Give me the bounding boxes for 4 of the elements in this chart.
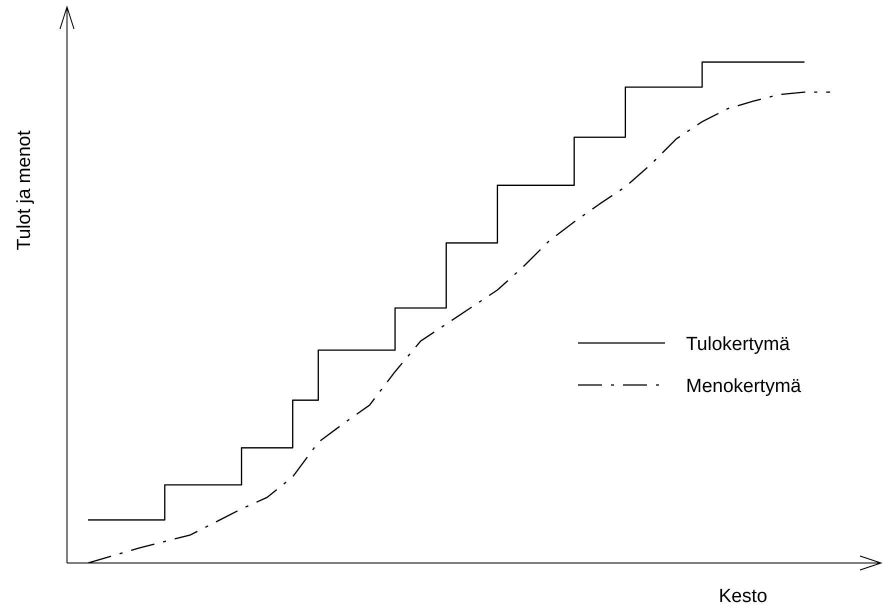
x-axis-title: Kesto <box>718 586 768 607</box>
legend-label: Menokertymä <box>686 376 802 397</box>
y-axis-title: Tulot ja menot <box>14 130 35 250</box>
legend-label: Tulokertymä <box>686 334 790 355</box>
